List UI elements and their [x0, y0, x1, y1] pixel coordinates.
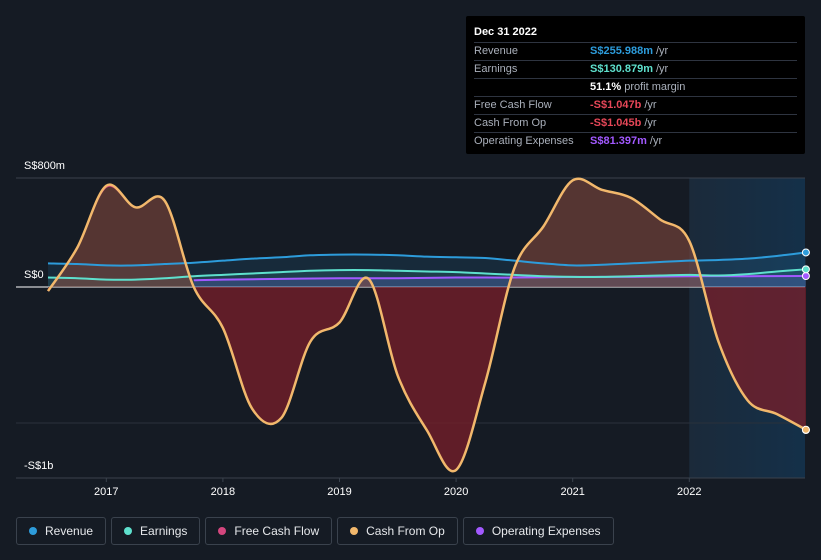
tooltip-row: Operating Expenses S$81.397m/yr [474, 133, 797, 150]
tooltip-row: Revenue S$255.988m/yr [474, 43, 797, 61]
tooltip-row-label: Cash From Op [474, 117, 547, 129]
area-fills [48, 178, 806, 472]
legend-label: Operating Expenses [491, 524, 601, 538]
legend-dot-icon [350, 527, 359, 535]
x-tick-label: 2020 [443, 486, 469, 498]
x-tick-label: 2021 [560, 486, 585, 498]
legend-label: Revenue [45, 524, 94, 538]
legend-label: Free Cash Flow [234, 524, 320, 538]
cash-from-op-end-marker [801, 425, 810, 434]
tooltip-row: Cash From Op -S$1.045b/yr [474, 115, 797, 133]
legend-label: Earnings [140, 524, 188, 538]
revenue-end-marker [801, 248, 810, 257]
cash-from-op-area-negative [48, 287, 806, 472]
legend-item-earnings[interactable]: Earnings [111, 517, 201, 545]
legend: Revenue Earnings Free Cash Flow Cash From O… [16, 517, 614, 545]
legend-dot-icon [29, 527, 37, 535]
tooltip-row-value: S$130.879m [590, 63, 653, 75]
tooltip-row-suffix: /yr [644, 99, 657, 111]
tooltip-row-label: Free Cash Flow [474, 99, 552, 111]
legend-dot-icon [218, 527, 227, 535]
tooltip-row-value: 51.1% [590, 81, 622, 93]
y-label-zero: S$0 [24, 269, 44, 281]
legend-item-cash-from-op[interactable]: Cash From Op [337, 517, 458, 545]
tooltip-row-suffix: /yr [649, 135, 663, 147]
tooltip-row-label [474, 79, 590, 96]
tooltip-row: Earnings S$130.879m/yr [474, 61, 797, 79]
legend-label: Cash From Op [366, 524, 445, 538]
tooltip-row: 51.1% profit margin [474, 79, 797, 97]
revenue-line [47, 251, 807, 267]
x-tick-label: 2018 [210, 486, 236, 498]
tooltip-row-suffix: /yr [644, 117, 657, 129]
tooltip-row-value: S$81.397m [590, 135, 647, 147]
legend-item-free-cash-flow[interactable]: Free Cash Flow [205, 517, 333, 545]
x-tick-label: 2022 [677, 486, 702, 498]
series-lines [46, 177, 807, 473]
tooltip: Dec 31 2022 Revenue S$255.988m/yr Earnings… [466, 16, 805, 154]
tooltip-row-label: Operating Expenses [474, 135, 574, 147]
tooltip-row-label: Revenue [474, 45, 519, 57]
tooltip-row-value: -S$1.047b [590, 99, 642, 111]
legend-item-operating-expenses[interactable]: Operating Expenses [462, 517, 614, 545]
earnings-line [47, 268, 806, 281]
operating-expenses-end-marker [801, 272, 810, 281]
legend-item-revenue[interactable]: Revenue [16, 517, 107, 545]
tooltip-row-suffix: /yr [656, 45, 669, 57]
tooltip-row-label: Earnings [474, 63, 518, 75]
tooltip-row-value: S$255.988m [590, 45, 653, 57]
tooltip-row-suffix: profit margin [624, 81, 686, 93]
legend-dot-icon [475, 527, 484, 535]
tooltip-row-suffix: /yr [656, 63, 669, 75]
tooltip-row: Free Cash Flow -S$1.047b/yr [474, 97, 797, 115]
cash-from-op-area-positive [48, 178, 806, 287]
operating-expenses-line [193, 275, 806, 282]
tooltip-row-value: -S$1.045b [590, 117, 642, 129]
end-markers [801, 248, 810, 434]
y-label-top: S$800m [24, 160, 65, 172]
y-label-bottom: -S$1b [24, 460, 54, 472]
legend-dot-icon [124, 527, 133, 535]
tooltip-date: Dec 31 2022 [474, 24, 797, 43]
x-tick-label: 2017 [94, 486, 119, 498]
earnings-end-marker [801, 265, 810, 274]
cash-from-op-line [46, 177, 807, 473]
chart-area [16, 177, 810, 482]
x-tick-label: 2019 [327, 486, 352, 498]
